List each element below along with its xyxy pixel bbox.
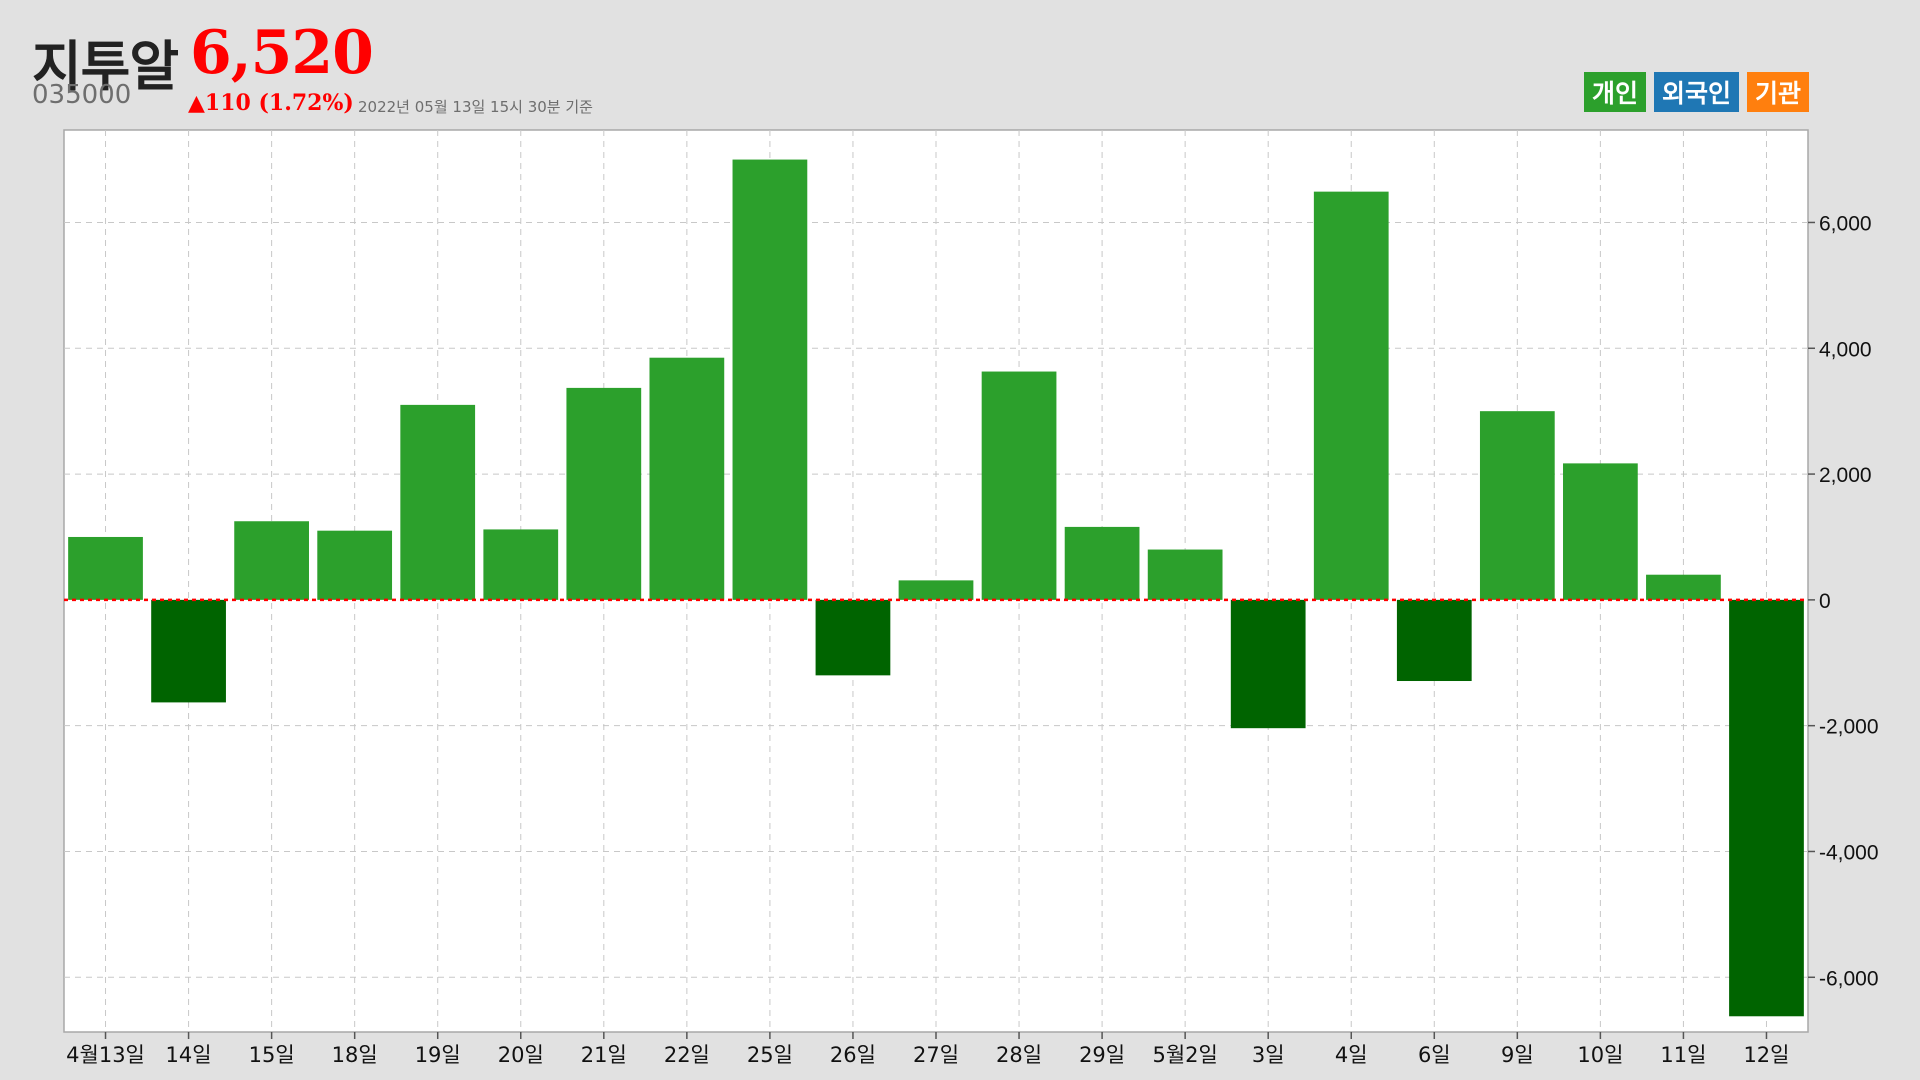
x-tick-label: 6일: [1418, 1043, 1451, 1067]
x-tick-label: 5월2일: [1152, 1043, 1217, 1067]
x-tick-label: 27일: [913, 1043, 959, 1067]
x-tick-label: 12일: [1743, 1043, 1789, 1067]
y-tick-label: 2,000: [1819, 464, 1872, 487]
bar-19일: [400, 404, 476, 600]
x-tick-label: 15일: [249, 1043, 295, 1067]
price-change: ▲110 (1.72%): [188, 90, 354, 116]
bar-14일: [151, 599, 226, 703]
bar-4월13일: [68, 536, 143, 600]
bar-28일: [981, 371, 1057, 600]
bar-29일: [1064, 526, 1140, 600]
bar-10일: [1563, 463, 1638, 600]
bar-6일: [1396, 599, 1472, 682]
bar-20일: [483, 529, 559, 600]
bar-27일: [898, 580, 974, 600]
stock-code: 035000: [32, 80, 132, 110]
bar-15일: [234, 521, 309, 600]
y-tick-label: 0: [1819, 590, 1831, 613]
bar-9일: [1479, 411, 1555, 600]
investor-legend: 개인 외국인 기관: [1583, 72, 1809, 112]
x-tick-label: 26일: [830, 1043, 876, 1067]
bar-26일: [815, 599, 891, 676]
y-tick-label: 4,000: [1819, 338, 1872, 361]
y-tick-label: -6,000: [1819, 967, 1879, 990]
legend-foreign[interactable]: 외국인: [1653, 72, 1739, 112]
x-tick-label: 4일: [1335, 1043, 1368, 1067]
x-tick-label: 28일: [996, 1043, 1042, 1067]
stock-name: 지투알: [32, 35, 179, 98]
y-tick-label: 6,000: [1819, 212, 1872, 235]
legend-individual[interactable]: 개인: [1583, 72, 1646, 112]
x-tick-label: 25일: [747, 1043, 793, 1067]
bar-4일: [1313, 191, 1389, 600]
x-tick-label: 3일: [1252, 1043, 1285, 1067]
bar-11일: [1646, 574, 1721, 600]
as-of-timestamp: 2022년 05월 13일 15시 30분 기준: [358, 98, 593, 116]
bar-21일: [566, 387, 642, 600]
x-tick-label: 11일: [1660, 1043, 1706, 1067]
bar-18일: [317, 530, 393, 600]
x-tick-label: 10일: [1577, 1043, 1623, 1067]
x-tick-label: 29일: [1079, 1043, 1125, 1067]
bar-3일: [1230, 599, 1306, 729]
x-tick-label: 22일: [664, 1043, 710, 1067]
bar-5월2일: [1147, 549, 1223, 600]
x-tick-label: 18일: [332, 1043, 378, 1067]
bar-25일: [732, 159, 808, 600]
bar-22일: [649, 357, 725, 600]
legend-institution[interactable]: 기관: [1746, 72, 1809, 112]
x-tick-label: 14일: [166, 1043, 212, 1067]
current-price: 6,520: [190, 18, 374, 88]
y-tick-label: -4,000: [1819, 841, 1879, 864]
y-tick-label: -2,000: [1819, 716, 1879, 739]
x-tick-label: 9일: [1501, 1043, 1534, 1067]
x-tick-label: 19일: [415, 1043, 461, 1067]
x-tick-label: 21일: [581, 1043, 627, 1067]
x-tick-label: 20일: [498, 1043, 544, 1067]
bar-12일: [1729, 599, 1804, 1017]
x-tick-label: 4월13일: [66, 1043, 145, 1067]
